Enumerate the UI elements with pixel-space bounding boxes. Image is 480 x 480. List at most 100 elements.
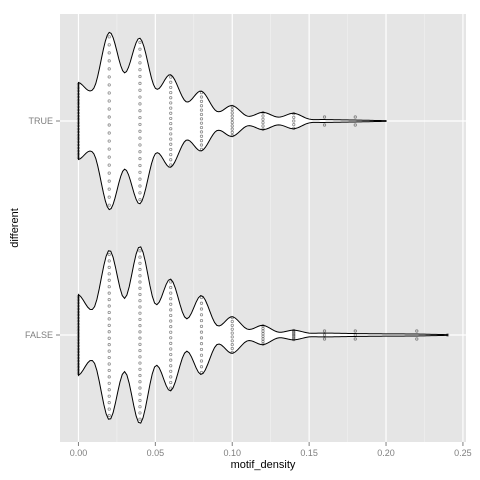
data-point — [199, 307, 204, 311]
data-point — [230, 331, 234, 335]
data-point — [199, 143, 204, 147]
data-point — [169, 364, 173, 368]
data-point — [199, 130, 204, 134]
data-point — [292, 330, 296, 334]
data-point — [261, 337, 265, 341]
data-point — [76, 368, 81, 372]
data-point — [169, 85, 173, 90]
data-point — [230, 335, 234, 339]
data-point — [107, 272, 111, 276]
data-point — [292, 328, 296, 333]
x-tick-label: 0.00 — [70, 448, 88, 458]
data-point — [76, 350, 81, 354]
data-point — [107, 195, 111, 199]
data-point — [261, 332, 265, 336]
data-point — [76, 127, 81, 131]
data-point — [138, 330, 142, 334]
data-point — [138, 280, 142, 284]
data-point — [230, 323, 234, 327]
data-point — [107, 171, 111, 175]
data-point — [107, 368, 111, 373]
data-point — [199, 108, 204, 112]
data-point — [107, 330, 111, 334]
data-point — [138, 299, 142, 303]
data-point — [322, 123, 327, 127]
data-point — [169, 147, 173, 152]
data-point — [138, 122, 142, 127]
data-point — [230, 121, 234, 125]
data-point — [230, 319, 234, 324]
data-point — [292, 337, 296, 342]
data-point — [138, 129, 142, 133]
data-point — [138, 74, 142, 79]
data-point — [76, 85, 81, 90]
grid-lines — [60, 14, 466, 442]
data-point — [230, 316, 234, 320]
data-point — [169, 80, 173, 84]
data-point — [353, 115, 357, 119]
data-point — [169, 302, 173, 306]
data-point — [107, 43, 111, 47]
data-point — [107, 59, 111, 63]
data-point — [76, 359, 81, 363]
data-point — [169, 106, 173, 110]
data-point — [199, 359, 204, 363]
data-point — [76, 149, 81, 153]
data-point — [76, 331, 81, 336]
data-point — [138, 191, 142, 195]
data-point — [138, 143, 142, 147]
data-point — [107, 285, 111, 289]
data-point — [138, 380, 142, 384]
data-point — [445, 333, 450, 337]
data-point — [138, 361, 142, 365]
x-axis: 0.00 0.05 0.10 0.15 0.20 0.25 — [70, 442, 472, 458]
data-point — [76, 105, 81, 109]
data-point — [169, 75, 173, 79]
data-point — [261, 124, 265, 128]
data-point — [169, 291, 173, 295]
data-point — [107, 99, 111, 103]
data-point — [138, 163, 142, 168]
data-point — [169, 142, 173, 146]
data-point — [107, 35, 111, 39]
data-point — [138, 68, 142, 72]
data-point — [230, 124, 234, 128]
data-point — [138, 286, 142, 290]
data-point — [230, 108, 234, 112]
data-point — [107, 265, 111, 269]
data-point — [138, 311, 142, 315]
data-point — [199, 342, 204, 346]
data-point — [107, 203, 111, 207]
data-point — [169, 319, 173, 323]
data-point — [169, 313, 173, 318]
data-point — [199, 125, 204, 130]
data-point — [230, 339, 234, 343]
data-point — [107, 291, 111, 295]
data-point — [107, 362, 111, 366]
data-points — [76, 35, 450, 421]
data-point — [76, 136, 81, 141]
data-point — [107, 317, 111, 321]
data-point — [107, 163, 111, 167]
data-point — [107, 355, 111, 360]
data-point — [199, 353, 204, 357]
data-point — [76, 319, 81, 323]
data-point — [138, 324, 142, 328]
data-point — [138, 267, 142, 272]
data-point — [261, 326, 265, 331]
data-point — [169, 358, 173, 362]
data-point — [261, 339, 265, 344]
data-point — [292, 336, 296, 340]
x-tick-label: 0.05 — [147, 448, 165, 458]
data-point — [138, 261, 142, 265]
data-point — [138, 40, 142, 44]
data-point — [76, 152, 81, 157]
data-point — [199, 99, 204, 103]
data-point — [230, 114, 234, 118]
data-point — [230, 130, 234, 134]
data-point — [230, 327, 234, 331]
x-tick-label: 0.15 — [300, 448, 318, 458]
data-point — [138, 398, 142, 403]
violin-true — [77, 31, 387, 211]
data-point — [292, 331, 296, 336]
